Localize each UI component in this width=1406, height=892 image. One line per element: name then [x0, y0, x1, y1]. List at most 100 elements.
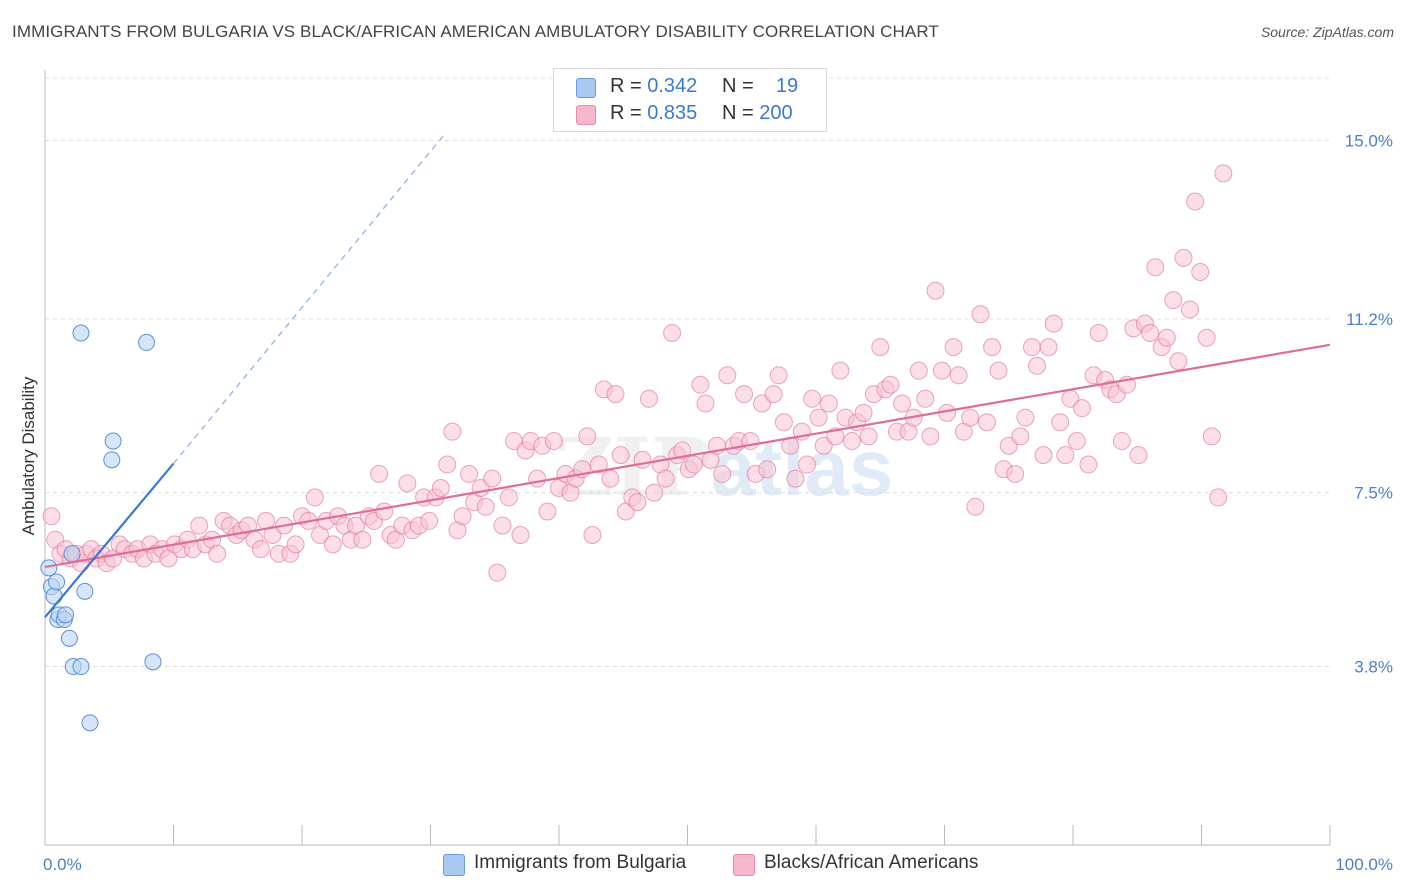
- data-point-blacks: [1067, 432, 1086, 451]
- data-point-blacks: [583, 526, 602, 544]
- data-point-blacks: [1006, 464, 1025, 483]
- bottom-legend-label-blacks: Blacks/African Americans: [764, 852, 979, 873]
- data-point-blacks: [916, 389, 935, 408]
- data-point-blacks: [431, 479, 450, 498]
- data-point-blacks: [961, 408, 980, 427]
- data-point-blacks: [639, 389, 658, 408]
- data-point-blacks: [932, 361, 951, 380]
- data-point-blacks: [803, 389, 822, 408]
- data-point-blacks: [438, 455, 457, 474]
- trend-lines: [44, 135, 1331, 618]
- data-point-blacks: [488, 563, 507, 582]
- data-point-blacks: [420, 511, 439, 530]
- data-point-bulgaria: [48, 573, 66, 591]
- y-tick-label: 11.2%: [1346, 310, 1393, 329]
- legend-n-value: 19: [775, 75, 799, 97]
- data-point-blacks: [881, 375, 900, 394]
- data-point-blacks: [971, 305, 990, 324]
- data-point-blacks: [859, 427, 878, 446]
- legend-n-label: N =: [722, 75, 754, 97]
- data-point-blacks: [1146, 258, 1165, 277]
- legend-swatch-blacks: [576, 105, 596, 125]
- data-point-blacks: [656, 469, 675, 488]
- y-tick-label: 15.0%: [1345, 131, 1393, 150]
- data-point-blacks: [684, 455, 703, 474]
- data-point-blacks: [774, 413, 793, 432]
- data-point-blacks: [511, 526, 530, 544]
- y-tick-label: 3.8%: [1354, 658, 1393, 677]
- data-point-blacks: [375, 502, 394, 521]
- x-tick-label: 0.0%: [43, 855, 82, 874]
- data-point-blacks: [1191, 262, 1210, 281]
- data-point-blacks: [871, 338, 890, 357]
- data-point-bulgaria: [76, 582, 94, 600]
- data-point-blacks: [735, 385, 754, 404]
- data-point-blacks: [633, 450, 652, 469]
- data-point-blacks: [1079, 455, 1098, 474]
- data-point-blacks: [1202, 427, 1221, 446]
- series-bulgaria-points: [40, 324, 162, 732]
- data-point-blacks: [1209, 488, 1228, 507]
- data-point-blacks: [578, 427, 597, 446]
- data-point-bulgaria: [144, 653, 162, 671]
- data-point-blacks: [601, 469, 620, 488]
- data-point-blacks: [190, 516, 209, 535]
- data-point-blacks: [628, 493, 647, 512]
- bottom-legend-label-bulgaria: Immigrants from Bulgaria: [474, 852, 687, 873]
- bottom-legend-swatch-blacks: [733, 854, 755, 876]
- data-point-blacks: [1011, 427, 1030, 446]
- series-blacks-points: [42, 164, 1233, 582]
- data-point-blacks: [208, 544, 227, 563]
- data-point-blacks: [286, 535, 305, 554]
- data-point-blacks: [1164, 291, 1183, 310]
- data-point-blacks: [1044, 314, 1063, 333]
- data-point-bulgaria: [81, 714, 99, 732]
- y-tick-label: 7.5%: [1354, 484, 1393, 503]
- data-point-blacks: [1112, 432, 1131, 451]
- data-point-blacks: [1186, 192, 1205, 211]
- data-point-blacks: [819, 394, 838, 413]
- bottom-legend-swatch-bulgaria: [443, 854, 465, 876]
- legend-swatch-bulgaria: [576, 78, 596, 98]
- data-point-bulgaria: [72, 324, 90, 342]
- data-point-blacks: [323, 535, 342, 554]
- data-point-blacks: [1169, 352, 1188, 371]
- data-point-blacks: [1129, 446, 1148, 465]
- data-point-blacks: [1157, 328, 1176, 347]
- data-point-blacks: [353, 530, 372, 549]
- data-point-blacks: [1197, 328, 1216, 347]
- data-point-blacks: [528, 469, 547, 488]
- data-point-blacks: [1056, 446, 1075, 465]
- data-point-blacks: [921, 427, 940, 446]
- data-point-bulgaria: [60, 629, 78, 647]
- data-point-blacks: [809, 408, 828, 427]
- data-point-blacks: [966, 497, 985, 516]
- data-point-blacks: [370, 464, 389, 483]
- data-point-blacks: [663, 324, 682, 343]
- data-point-bulgaria: [104, 432, 122, 450]
- data-point-blacks: [499, 488, 518, 507]
- trend-line-blacks: [44, 343, 1331, 569]
- data-point-blacks: [831, 361, 850, 380]
- data-point-blacks: [1051, 413, 1070, 432]
- x-tick-label: 100.0%: [1335, 855, 1393, 874]
- data-point-blacks: [1174, 248, 1193, 267]
- data-point-blacks: [251, 540, 270, 559]
- data-point-blacks: [893, 394, 912, 413]
- data-point-blacks: [758, 460, 777, 479]
- data-point-blacks: [305, 488, 324, 507]
- data-point-blacks: [1028, 356, 1047, 375]
- data-point-blacks: [1072, 399, 1091, 418]
- y-axis-label: Ambulatory Disability: [19, 376, 38, 535]
- tick-labels: 3.8% 7.5% 11.2% 15.0% 0.0% 100.0%: [43, 131, 1393, 874]
- data-point-blacks: [538, 502, 557, 521]
- legend-r-value: 0.342: [647, 75, 698, 97]
- data-point-bulgaria: [45, 587, 63, 605]
- data-point-blacks: [611, 446, 630, 465]
- data-point-blacks: [476, 497, 495, 516]
- data-point-blacks: [769, 366, 788, 385]
- data-point-blacks: [798, 455, 817, 474]
- chart-title: IMMIGRANTS FROM BULGARIA VS BLACK/AFRICA…: [12, 22, 939, 41]
- data-point-blacks: [460, 464, 479, 483]
